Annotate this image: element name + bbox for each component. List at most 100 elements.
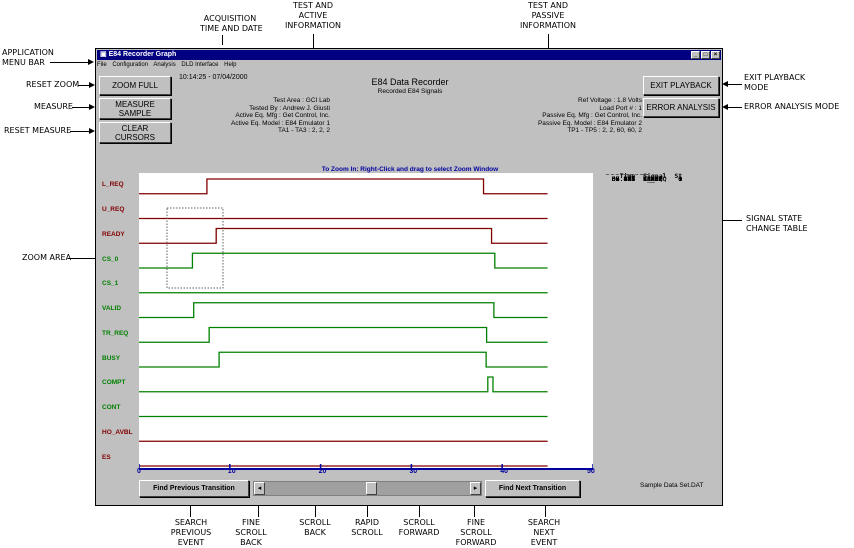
signal-label: L_REQ xyxy=(102,181,124,189)
signal-label: U_REQ xyxy=(102,206,125,214)
state-table-row: 38.415 COMPT 1 xyxy=(600,175,683,183)
waveform-cs-0 xyxy=(139,252,548,269)
state-table-row: 08.502 READY 1 xyxy=(600,175,683,183)
annotation-search-next: SEARCH NEXT EVENT xyxy=(527,518,561,547)
state-table-divider xyxy=(606,174,648,175)
signal-label: CS_1 xyxy=(102,280,119,288)
active-info-line: Active Eq. Mfg : Get Control, Inc. xyxy=(235,112,330,119)
waveform-l-req xyxy=(139,178,548,195)
state-table-row: 39.185 CS_0 0 xyxy=(600,175,683,183)
active-info-line: TA1 - TA3 : 2, 2, 2 xyxy=(277,127,330,134)
scroll-thumb[interactable] xyxy=(365,482,377,495)
menu-help[interactable]: Help xyxy=(224,62,237,68)
annotation-reset-zoom: RESET ZOOM xyxy=(26,80,80,89)
signal-state-table: Time Signal St 05.884 CS_0 1 06.025 VALI… xyxy=(600,172,718,183)
annotation-rapid-scroll: RAPID SCROLL xyxy=(351,518,383,537)
x-tick-label: 40 xyxy=(500,468,508,475)
menu-bar: File Configuration Analysis DLD Interfac… xyxy=(97,61,721,70)
waveform-busy xyxy=(139,351,548,368)
annotation-test-passive: TEST AND PASSIVE INFORMATION xyxy=(519,1,577,30)
acquisition-timestamp: 10:14:25 - 07/04/2000 xyxy=(179,74,248,81)
scrollbar[interactable]: ◂ ▸ xyxy=(253,481,482,496)
state-table-row: 38.828 READY 0 xyxy=(600,175,683,183)
menu-configuration[interactable]: Configuration xyxy=(112,62,149,68)
state-table-row: 05.884 CS_0 1 xyxy=(600,175,683,183)
active-info-line: Test Area : GCI Lab xyxy=(273,97,330,104)
annotation-scroll-forward: SCROLL FORWARD xyxy=(398,518,440,537)
clear-cursors-button[interactable]: CLEAR CURSORS xyxy=(99,122,171,143)
x-tick-label: 20 xyxy=(318,468,327,475)
active-info-line: Active Eq. Model : E84 Emulator 1 xyxy=(231,119,330,127)
waveform-valid xyxy=(139,302,548,319)
signal-label: READY xyxy=(102,230,125,238)
passive-info-line: Ref Voltage : 1.8 Volts xyxy=(578,97,642,104)
waveform-plot[interactable] xyxy=(139,173,593,470)
passive-info-line: Load Port # : 1 xyxy=(599,104,642,112)
waveform-svg xyxy=(139,178,593,470)
waveform-tr-req xyxy=(139,326,548,343)
state-table-row: 38.984 COMPT 0 xyxy=(600,175,683,183)
state-table-row: 38.231 BUSY 0 xyxy=(600,175,683,183)
annotation-fine-scroll-forward: FINE SCROLL FORWARD xyxy=(455,518,497,547)
state-table-header: Time Signal St xyxy=(600,172,683,180)
annotation-signal-state-table: SIGNAL STATE CHANGE TABLE xyxy=(746,214,808,233)
annotation-fine-scroll-back: FINE SCROLL BACK xyxy=(235,518,267,547)
find-previous-button[interactable]: Find Previous Transition xyxy=(139,480,249,497)
annotation-error-analysis-mode: ERROR ANALYSIS MODE xyxy=(744,102,840,111)
annotation-scroll-back: SCROLL BACK xyxy=(299,518,331,537)
x-tick-label: 30 xyxy=(409,468,418,475)
state-table-row: 07.727 TR_REQ 1 xyxy=(600,175,683,183)
menu-file[interactable]: File xyxy=(97,62,107,68)
x-tick-label: 10 xyxy=(227,468,236,475)
exit-playback-button[interactable]: EXIT PLAYBACK xyxy=(643,76,719,95)
scroll-left-icon[interactable]: ◂ xyxy=(254,482,265,495)
zoom-full-button[interactable]: ZOOM FULL xyxy=(99,76,171,95)
annotation-app-menu-bar: APPLICATION MENU BAR xyxy=(2,48,54,67)
active-info-line: Tested By : Andrew J. Giusti xyxy=(249,104,330,112)
waveform-compt xyxy=(139,376,548,393)
signal-label: COMPT xyxy=(102,379,126,387)
passive-info-line: Passive Eq. Model : E84 Emulator 2 xyxy=(537,119,642,127)
state-table-row: 39.085 VALID 0 xyxy=(600,175,683,183)
state-table-row: 08.821 BUSY 1 xyxy=(600,175,683,183)
find-next-button[interactable]: Find Next Transition xyxy=(485,480,580,497)
header-subtitle: Recorded E84 Signals xyxy=(377,88,443,95)
active-info: Test Area : GCI Lab Tested By : Andrew J… xyxy=(200,97,330,135)
signal-label: ES xyxy=(102,453,111,461)
maximize-icon[interactable]: □ xyxy=(701,51,710,59)
app-icon: ▣ xyxy=(100,51,107,58)
signal-label: VALID xyxy=(102,305,122,313)
x-tick-label: 0 xyxy=(137,468,141,475)
window-title: E84 Recorder Graph xyxy=(108,51,177,58)
signal-label: CS_0 xyxy=(102,255,119,263)
x-tick-label: 50 xyxy=(587,468,595,475)
zoom-hint: To Zoom In: Right-Click and drag to sele… xyxy=(321,166,499,173)
menu-analysis[interactable]: Analysis xyxy=(153,62,176,68)
state-table-row: 07.480 L_REQ 1 xyxy=(600,175,683,183)
annotation-exit-playback-mode: EXIT PLAYBACK MODE xyxy=(744,73,806,92)
waveform-ready xyxy=(139,227,548,244)
title-bar: ▣ E84 Recorder Graph _ □ × xyxy=(97,50,721,60)
menu-dld-interface[interactable]: DLD Interface xyxy=(181,62,219,68)
annotation-measure: MEASURE xyxy=(34,102,73,111)
close-icon[interactable]: × xyxy=(711,51,720,59)
signal-label: TR_REQ xyxy=(102,329,129,337)
annotation-zoom-area: ZOOM AREA xyxy=(22,253,72,262)
header-title: E84 Data Recorder xyxy=(371,77,449,87)
scroll-right-icon[interactable]: ▸ xyxy=(470,482,481,495)
signal-label: HO_AVBL xyxy=(102,428,133,436)
signal-label: CONT xyxy=(102,404,121,412)
zoom-area-rect[interactable] xyxy=(166,207,224,289)
state-table-row: 37.944 L_REQ 0 xyxy=(600,175,683,183)
passive-info: Ref Voltage : 1.8 Volts Load Port # : 1 … xyxy=(476,97,642,135)
dataset-name: Sample Data Set.DAT xyxy=(640,482,704,489)
measure-sample-button[interactable]: MEASURE SAMPLE xyxy=(99,98,171,119)
state-table-row: 38.283 TR_REQ 0 xyxy=(600,175,683,183)
annotation-search-previous: SEARCH PREVIOUS EVENT xyxy=(170,518,212,547)
annotation-acquisition: ACQUISITION TIME AND DATE xyxy=(200,14,263,33)
signal-label: BUSY xyxy=(102,354,121,362)
annotation-reset-measure: RESET MEASURE xyxy=(4,126,72,135)
minimize-icon[interactable]: _ xyxy=(691,51,700,59)
error-analysis-button[interactable]: ERROR ANALYSIS xyxy=(643,98,719,117)
annotation-test-active: TEST AND ACTIVE INFORMATION xyxy=(284,1,342,30)
